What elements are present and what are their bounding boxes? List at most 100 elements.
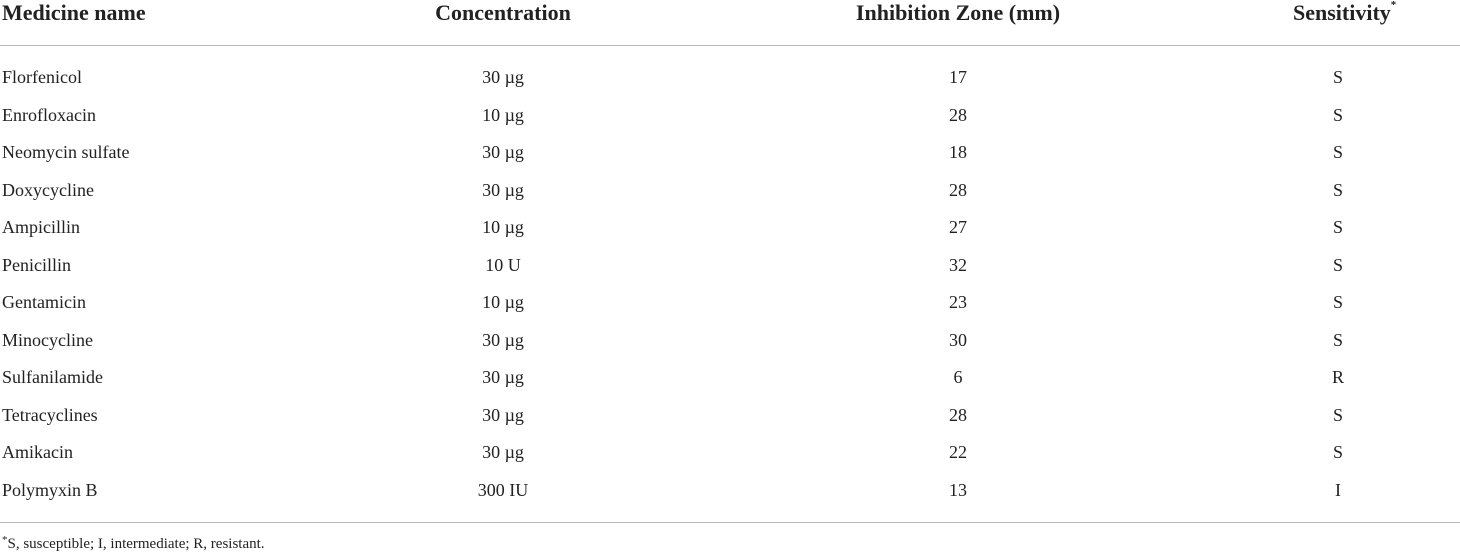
table-cell-text: 30 µg (482, 442, 524, 462)
table-cell: Penicillin (2, 256, 71, 274)
table-cell-text: S (1332, 329, 1344, 350)
table-cell-text: 10 µg (482, 104, 524, 125)
table-cell: Minocycline (2, 331, 93, 349)
table-cell-text: Amikacin (2, 442, 73, 462)
table-cell: Amikacin (2, 443, 73, 461)
table-cell: 10 µg (482, 293, 524, 311)
table-cell-text: Gentamicin (2, 292, 86, 312)
column-header-text: Inhibition Zone (mm) (855, 0, 1061, 25)
table-cell: 300 IU (478, 481, 529, 499)
table-cell: 30 µg (482, 143, 524, 161)
column-header-text: Sensitivity (1293, 0, 1391, 25)
table-cell: S (1333, 256, 1343, 274)
column-header: Concentration (435, 2, 571, 24)
table-cell: 30 µg (482, 443, 524, 461)
table-cell: S (1333, 143, 1343, 161)
table-cell-text: 10 µg (482, 292, 524, 312)
footnote: *S, susceptible; I, intermediate; R, res… (2, 534, 265, 552)
table-cell-text: 300 IU (477, 479, 529, 500)
table-cell-text: S (1332, 217, 1344, 237)
table-cell: 28 (949, 181, 967, 199)
table-cell-text: S (1332, 404, 1344, 425)
table-cell: 10 U (485, 256, 521, 274)
table-cell: 30 (949, 331, 967, 349)
table-cell: 32 (949, 256, 967, 274)
column-header: Inhibition Zone (mm) (856, 2, 1060, 24)
table-cell: S (1333, 106, 1343, 124)
table-cell: 30 µg (482, 406, 524, 424)
column-header-text: Medicine name (2, 0, 146, 25)
column-header-text: Concentration (435, 0, 571, 25)
table-cell: Ampicillin (2, 218, 80, 236)
table-cell: Sulfanilamide (2, 368, 103, 386)
table-cell-text: Minocycline (2, 329, 93, 350)
column-header: Sensitivity* (1293, 0, 1397, 25)
table-cell: 28 (949, 106, 967, 124)
table-cell: R (1332, 368, 1344, 386)
table-cell: S (1333, 218, 1343, 236)
table-cell: 10 µg (482, 218, 524, 236)
footnote-text: S, susceptible; I, intermediate; R, resi… (7, 536, 265, 552)
table-cell: 6 (954, 368, 963, 386)
table-cell-text: Penicillin (2, 254, 71, 275)
table-cell: S (1333, 68, 1343, 86)
table-cell: I (1335, 481, 1341, 499)
table-cell: 13 (949, 481, 967, 499)
table-cell: 17 (949, 68, 967, 86)
table-cell-text: 30 µg (482, 67, 524, 87)
table-cell-text: 6 (953, 367, 963, 387)
header-rule (0, 45, 1460, 46)
table-cell: S (1333, 181, 1343, 199)
table-cell-text: 22 (949, 442, 967, 462)
table-cell-text: 30 µg (482, 142, 524, 162)
table-cell-text: I (1335, 479, 1341, 500)
table-cell-text: 17 (949, 67, 967, 87)
table-cell: Doxycycline (2, 181, 94, 199)
table-cell-text: R (1331, 367, 1345, 387)
table-cell: 23 (949, 293, 967, 311)
table-cell: Gentamicin (2, 293, 86, 311)
table-cell: 30 µg (482, 181, 524, 199)
table-cell-text: 30 µg (482, 404, 524, 425)
table-cell-text: Ampicillin (2, 217, 80, 237)
table-cell-text: 30 (949, 329, 967, 350)
table-cell-text: Florfenicol (2, 67, 82, 87)
table-cell-text: S (1332, 67, 1344, 87)
table-cell-text: 23 (949, 292, 967, 312)
table-cell-text: 18 (949, 142, 967, 162)
table-cell-text: Sulfanilamide (2, 367, 103, 387)
footnote-marker: * (2, 534, 8, 546)
table-cell: S (1333, 293, 1343, 311)
table-cell: 30 µg (482, 331, 524, 349)
table-cell: 22 (949, 443, 967, 461)
table-cell: 30 µg (482, 368, 524, 386)
table-cell-text: 30 µg (482, 329, 524, 350)
table-cell: Polymyxin B (2, 481, 98, 499)
table-cell-text: S (1332, 254, 1344, 275)
table-cell-text: S (1332, 442, 1344, 462)
table-cell-text: 32 (949, 254, 967, 275)
table-cell: Florfenicol (2, 68, 82, 86)
table-cell-text: S (1332, 142, 1344, 162)
table-cell-text: Polymyxin B (2, 479, 98, 500)
table-cell-text: Enrofloxacin (2, 104, 96, 125)
table-cell-text: 10 U (485, 254, 521, 275)
table-cell: S (1333, 443, 1343, 461)
table-cell-text: Neomycin sulfate (2, 142, 130, 162)
table-cell-text: Doxycycline (2, 179, 94, 200)
table-cell-text: S (1332, 292, 1344, 312)
table-cell-text: Tetracyclines (2, 404, 98, 425)
table-cell-text: 30 µg (482, 367, 524, 387)
table-cell-text: S (1332, 179, 1344, 200)
table-cell-text: 28 (949, 404, 967, 425)
table-cell: 27 (949, 218, 967, 236)
table-cell-text: 30 µg (482, 179, 524, 200)
table-cell: S (1333, 406, 1343, 424)
table-cell-text: 13 (949, 479, 967, 500)
table-cell-text: 28 (949, 104, 967, 125)
bottom-rule (0, 522, 1460, 523)
table-cell: 28 (949, 406, 967, 424)
header-marker: * (1390, 0, 1397, 11)
table-cell: Neomycin sulfate (2, 143, 129, 161)
